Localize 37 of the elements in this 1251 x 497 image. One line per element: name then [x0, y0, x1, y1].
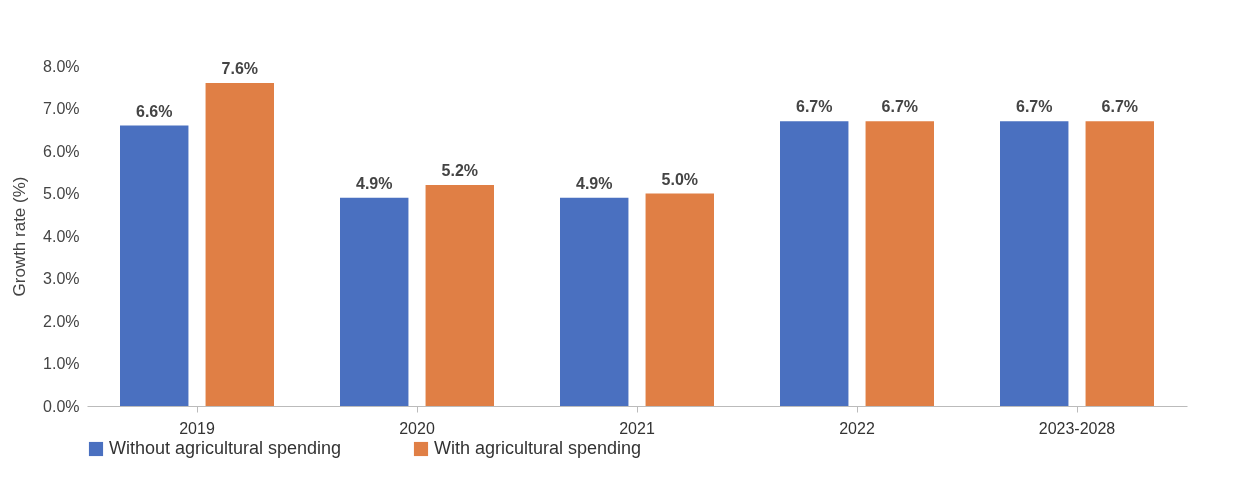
y-tick-label: 7.0%: [43, 100, 80, 117]
data-label: 7.6%: [221, 60, 259, 77]
y-axis-title: Growth rate (%): [10, 176, 30, 297]
y-tick-label: 5.0%: [43, 185, 80, 202]
y-tick-label: 3.0%: [43, 270, 80, 287]
data-label: 6.7%: [795, 98, 833, 116]
data-label: 5.0%: [661, 170, 699, 188]
bar: [645, 193, 714, 406]
bar: [560, 197, 629, 406]
x-tick-label: 2021: [619, 419, 655, 437]
bar: [865, 121, 934, 406]
data-label: 4.9%: [575, 174, 613, 192]
bar: [1085, 121, 1154, 406]
legend-label: Without agricultural spending: [109, 438, 342, 458]
y-tick-label: 2.0%: [43, 312, 80, 330]
bar: [780, 121, 849, 406]
bar: [1000, 121, 1069, 406]
x-tick-label: 2019: [179, 419, 215, 437]
y-tick-label: 1.0%: [43, 355, 80, 372]
x-tick-label: 2020: [399, 419, 435, 437]
legend-label: With agricultural spending: [434, 438, 642, 458]
data-label: 4.9%: [355, 174, 393, 192]
x-tick-label: 2023-2028: [1038, 419, 1116, 437]
y-tick-label: 8.0%: [43, 57, 80, 75]
y-tick-label: 6.0%: [43, 142, 80, 160]
data-label: 6.7%: [1101, 98, 1139, 116]
data-label: 6.7%: [1015, 98, 1053, 116]
bar: [205, 83, 274, 406]
data-label: 5.2%: [441, 162, 479, 179]
data-label: 6.6%: [135, 102, 173, 120]
data-label: 6.7%: [881, 98, 919, 116]
bar: [340, 197, 409, 406]
bar: [120, 125, 189, 406]
y-tick-label: 4.0%: [43, 227, 80, 245]
bar: [425, 185, 494, 406]
x-tick-label: 2022: [839, 419, 875, 437]
y-tick-label: 0.0%: [43, 397, 80, 415]
